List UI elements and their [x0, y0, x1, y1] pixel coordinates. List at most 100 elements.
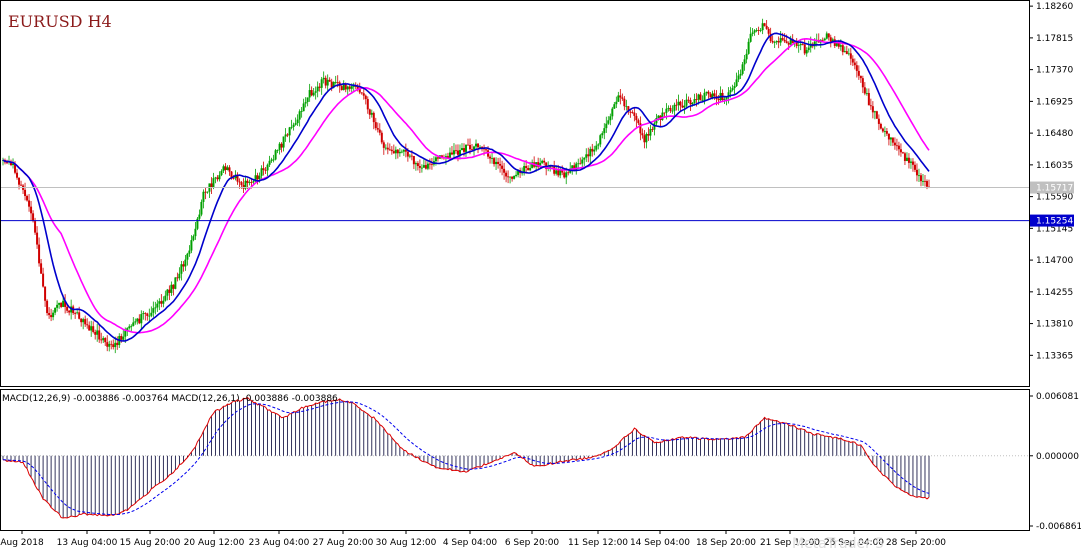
candle-body: [428, 163, 431, 165]
candle-body: [505, 172, 508, 177]
candle-body: [306, 97, 309, 103]
candle-body: [839, 45, 842, 47]
price-level-tag: [1030, 214, 1074, 227]
candle-body: [308, 90, 311, 98]
candle-body: [300, 111, 303, 112]
candle-body: [561, 170, 564, 173]
candle-body: [424, 165, 427, 169]
candle-body: [54, 307, 57, 313]
candle-body: [60, 302, 63, 307]
candle-body: [881, 128, 884, 132]
candle-body: [493, 158, 496, 165]
candle-body: [539, 162, 542, 168]
candle-body: [827, 33, 830, 38]
candle-body: [228, 167, 231, 172]
candle-body: [244, 180, 247, 189]
candle-body: [190, 240, 193, 251]
candle-body: [747, 41, 750, 54]
candle-body: [867, 93, 870, 106]
candle-body: [82, 319, 85, 323]
candle-body: [803, 44, 806, 54]
candle-body: [174, 277, 177, 289]
candle-body: [485, 149, 488, 151]
candle-body: [144, 313, 147, 314]
candle-body: [613, 104, 616, 109]
candle-body: [491, 158, 494, 159]
candle-body: [509, 176, 512, 178]
price-tick-label: 1.17815: [1036, 34, 1073, 44]
candle-body: [635, 115, 638, 121]
candle-body: [114, 342, 117, 348]
candle-body: [911, 161, 914, 165]
candle-body: [458, 150, 461, 155]
candle-body: [198, 214, 201, 219]
candle-body: [376, 128, 379, 130]
candle-body: [669, 107, 672, 111]
candle-body: [18, 177, 21, 185]
candle-body: [649, 129, 652, 136]
candle-body: [292, 124, 295, 127]
time-tick-label: 18 Sep 20:00: [696, 538, 756, 548]
candle-body: [609, 116, 612, 121]
candle-body: [477, 143, 480, 148]
candle-body: [254, 175, 257, 182]
candle-body: [310, 90, 313, 96]
candle-body: [693, 99, 696, 103]
candle-body: [549, 165, 552, 168]
candle-body: [128, 326, 131, 329]
candle-body: [677, 101, 680, 106]
price-tick-label: 1.16925: [1036, 97, 1073, 107]
candle-body: [262, 168, 265, 170]
candle-body: [146, 313, 149, 316]
candle-body: [865, 93, 868, 94]
candle-body: [897, 145, 900, 150]
candle-body: [166, 289, 169, 296]
candle-body: [791, 38, 794, 44]
candle-body: [400, 151, 403, 153]
candle-body: [422, 165, 425, 168]
candle-body: [276, 149, 279, 151]
candle-body: [374, 122, 377, 129]
candle-body: [20, 184, 23, 186]
candle-body: [597, 144, 600, 146]
candle-body: [689, 100, 692, 105]
candle-body: [288, 127, 291, 136]
candle-body: [104, 338, 107, 343]
candle-body: [495, 161, 498, 165]
candle-body: [687, 99, 690, 101]
candle-body: [150, 312, 153, 316]
candle-body: [32, 213, 35, 222]
candle-body: [633, 112, 636, 116]
candle-body: [440, 155, 443, 158]
candle-body: [507, 176, 510, 178]
candle-body: [681, 105, 684, 108]
candle-body: [184, 259, 187, 267]
candle-body: [905, 157, 908, 161]
candle-body: [134, 321, 137, 323]
candle-body: [737, 75, 740, 80]
candle-body: [763, 23, 766, 26]
candle-body: [879, 123, 882, 129]
candle-body: [773, 42, 776, 43]
candle-body: [853, 62, 856, 66]
candle-body: [416, 163, 419, 167]
candle-body: [160, 301, 163, 304]
candle-body: [414, 163, 417, 165]
candle-body: [875, 111, 878, 119]
candle-body: [222, 166, 225, 172]
candle-body: [326, 79, 329, 86]
candle-body: [48, 313, 51, 316]
candle-body: [775, 40, 778, 43]
candle-body: [657, 115, 660, 119]
macd-axis: 0.006081 0.000000 -0.006861: [1029, 392, 1081, 532]
candle-body: [889, 137, 892, 140]
candle-body: [813, 41, 816, 47]
candle-body: [663, 112, 666, 114]
candle-body: [841, 45, 844, 53]
candle-body: [799, 44, 802, 46]
time-tick-label: 11 Sep 12:00: [568, 538, 628, 548]
candle-body: [280, 143, 283, 148]
price-tick-label: 1.17370: [1036, 66, 1073, 76]
candle-body: [140, 314, 143, 324]
